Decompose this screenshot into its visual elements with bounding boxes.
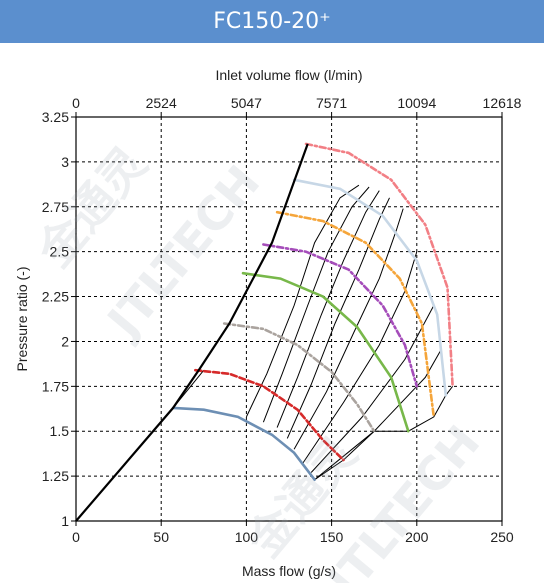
y-tick-label: 1.5 <box>50 423 70 439</box>
speed-line <box>194 368 345 462</box>
x-tick-label: 50 <box>153 529 169 545</box>
top-tick-label: 2524 <box>146 95 177 111</box>
speed-line <box>171 406 316 481</box>
axes: 0 50 100 150 200 250 0 2524 5047 7571 10094 12618 1 1… <box>42 95 522 545</box>
speed-line <box>275 210 436 419</box>
map-curves <box>75 142 454 522</box>
speed-line <box>222 322 376 433</box>
surge-line <box>75 143 309 522</box>
x-tick-label: 200 <box>405 529 429 545</box>
efficiency-line <box>302 251 418 464</box>
y-tick-label: 3.25 <box>42 109 69 125</box>
speed-line <box>304 142 454 388</box>
efficiency-line <box>245 184 360 418</box>
chart-title-bar: FC150-20⁺ <box>0 0 544 43</box>
top-tick-label: 5047 <box>231 95 262 111</box>
x-axis-label: Mass flow (g/s) <box>242 563 336 579</box>
x-tick-label: 100 <box>235 529 259 545</box>
y-axis-label: Pressure ratio (-) <box>14 266 30 371</box>
y-tick-label: 2 <box>61 333 69 349</box>
top-axis-label: Inlet volume flow (l/min) <box>215 67 362 83</box>
y-tick-label: 3 <box>61 154 69 170</box>
y-tick-label: 2.75 <box>42 199 69 215</box>
efficiency-line <box>310 305 435 473</box>
top-tick-label: 7571 <box>316 95 347 111</box>
chart-background <box>0 43 544 583</box>
top-tick-label: 10094 <box>397 95 436 111</box>
top-tick-label: 12618 <box>483 95 522 111</box>
top-tick-label: 0 <box>72 95 80 111</box>
y-tick-label: 1.75 <box>42 378 69 394</box>
y-tick-label: 2.5 <box>50 244 70 260</box>
y-tick-label: 1 <box>61 513 69 529</box>
speed-line <box>241 271 410 433</box>
y-tick-label: 2.25 <box>42 289 69 305</box>
y-tick-label: 1.25 <box>42 468 69 484</box>
speed-line <box>262 243 419 388</box>
x-tick-label: 250 <box>490 529 514 545</box>
speed-line <box>292 178 448 397</box>
x-tick-label: 0 <box>72 529 80 545</box>
x-tick-label: 150 <box>320 529 344 545</box>
efficiency-line <box>276 190 380 428</box>
efficiency-line <box>262 186 370 423</box>
plot-frame <box>75 116 503 522</box>
efficiency-line <box>293 208 404 450</box>
chart-title: FC150-20⁺ <box>213 9 331 34</box>
